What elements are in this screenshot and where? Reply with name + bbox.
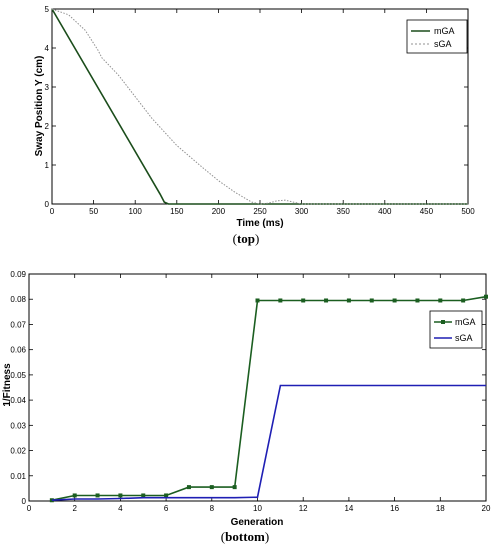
top-y-tick-label: 2 [45, 122, 50, 131]
bottom-legend-label-mga: mGA [455, 317, 476, 327]
top-y-axis-label: Sway Position Y (cm) [34, 56, 45, 157]
top-x-tick-label: 150 [170, 207, 184, 216]
bottom-point-mga [484, 294, 488, 299]
bottom-point-mga [72, 493, 77, 498]
bottom-y-tick-label: 0.09 [10, 270, 26, 279]
bottom-x-tick-label: 20 [482, 504, 491, 513]
bottom-x-tick-label: 8 [210, 504, 215, 513]
top-series-line-sga [51, 8, 468, 205]
top-legend-label-sga: sGA [434, 39, 452, 49]
top-x-axis-label: Time (ms) [236, 218, 283, 229]
bottom-series [49, 294, 488, 503]
top-y-tick-label: 0 [45, 200, 50, 209]
top-legend-box [406, 19, 468, 54]
bottom-point-mga [164, 493, 169, 498]
bottom-point-mga [346, 298, 351, 303]
top-y-tick-label: 4 [45, 44, 50, 53]
bottom-legend-box [429, 310, 483, 349]
bottom-series-line-sga [51, 384, 486, 501]
bottom-series-line-mga [51, 295, 487, 501]
bottom-point-mga [95, 493, 100, 498]
bottom-x-tick-label: 10 [253, 504, 262, 513]
bottom-y-tick-label: 0.05 [10, 371, 26, 380]
bottom-point-mga [324, 298, 329, 303]
bottom-x-tick-label: 18 [436, 504, 445, 513]
top-series-line-mga [51, 8, 468, 205]
bottom-x-axis-label: Generation [231, 517, 284, 528]
bottom-x-tick-label: 4 [118, 504, 123, 513]
bottom-y-tick-label: 0.07 [10, 320, 26, 329]
bottom-point-mga [49, 498, 54, 503]
bottom-y-axis-label: 1/Fitness [2, 363, 13, 407]
bottom-point-mga [438, 298, 443, 303]
bottom-legend: mGA sGA [429, 310, 483, 349]
top-x-ticks: 0 50 100 150 200 250 300 350 400 450 500 [50, 9, 475, 216]
bottom-x-tick-label: 0 [27, 504, 32, 513]
bottom-point-mga [186, 485, 191, 490]
bottom-point-mga [255, 298, 260, 303]
bottom-y-tick-label: 0 [22, 497, 27, 506]
bottom-point-mga [392, 298, 397, 303]
bottom-legend-label-sga: sGA [455, 333, 473, 343]
top-x-tick-label: 250 [253, 207, 267, 216]
top-legend: mGA sGA [406, 19, 468, 54]
top-x-tick-label: 50 [89, 207, 98, 216]
top-x-tick-label: 400 [378, 207, 392, 216]
top-y-tick-label: 5 [45, 5, 50, 14]
top-y-ticks: 0 1 2 3 4 5 [45, 5, 468, 209]
bottom-x-tick-label: 6 [164, 504, 169, 513]
bottom-y-tick-label: 0.01 [10, 472, 26, 481]
top-x-tick-label: 300 [295, 207, 309, 216]
bottom-caption: (bottom) [221, 529, 269, 544]
bottom-y-tick-label: 0.08 [10, 295, 26, 304]
bottom-x-ticks: 0 2 4 6 8 10 12 14 16 18 20 [27, 274, 491, 513]
bottom-y-tick-label: 0.06 [10, 346, 26, 355]
bottom-y-tick-label: 0.02 [10, 447, 26, 456]
bottom-x-tick-label: 12 [299, 504, 308, 513]
top-y-tick-label: 3 [45, 83, 50, 92]
top-caption: (top) [233, 231, 260, 246]
top-plot-area [51, 8, 469, 205]
bottom-point-mga [232, 485, 237, 490]
bottom-point-mga [301, 298, 306, 303]
top-chart: 0 50 100 150 200 250 300 350 400 450 500 0 1 2 3 4 5 Ti… [34, 5, 475, 246]
top-series [51, 8, 468, 205]
bottom-y-ticks: 0 0.01 0.02 0.03 0.04 0.05 0.06 0.07 0.08 0.09 [10, 270, 486, 506]
bottom-point-mga [461, 298, 466, 303]
bottom-x-tick-label: 16 [390, 504, 399, 513]
bottom-legend-marker-mga [441, 320, 445, 324]
top-x-tick-label: 0 [50, 207, 55, 216]
bottom-y-tick-label: 0.03 [10, 421, 26, 430]
bottom-x-tick-label: 14 [344, 504, 353, 513]
top-y-tick-label: 1 [45, 161, 50, 170]
top-legend-label-mga: mGA [434, 26, 455, 36]
top-x-tick-label: 100 [129, 207, 143, 216]
bottom-plot-area [28, 273, 487, 502]
top-x-tick-label: 200 [212, 207, 226, 216]
bottom-point-mga [369, 298, 374, 303]
bottom-x-tick-label: 2 [72, 504, 77, 513]
bottom-point-mga [118, 493, 123, 498]
bottom-chart: 0 2 4 6 8 10 12 14 16 18 20 00.010.020.030.040.050… [2, 270, 491, 544]
bottom-y-tick-label: 0.04 [10, 396, 26, 405]
top-x-tick-label: 350 [337, 207, 351, 216]
bottom-point-mga [415, 298, 420, 303]
top-x-tick-label: 500 [461, 207, 475, 216]
bottom-point-mga [278, 298, 283, 303]
bottom-point-mga [141, 493, 146, 498]
top-x-tick-label: 450 [420, 207, 434, 216]
bottom-point-mga [209, 485, 214, 490]
